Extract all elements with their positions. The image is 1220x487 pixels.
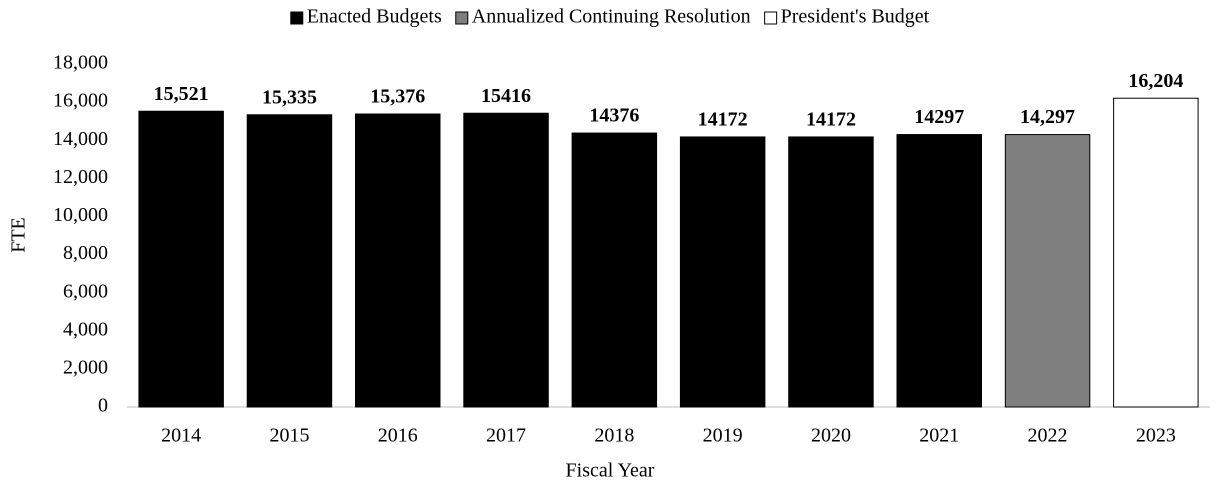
- x-tick-label: 2016: [378, 425, 418, 447]
- bar: [463, 112, 549, 408]
- bar: [246, 114, 333, 408]
- x-tick-label: 2021: [919, 425, 959, 447]
- legend-swatch: [764, 11, 778, 25]
- y-tick-label: 2,000: [63, 356, 108, 378]
- x-axis-title: Fiscal Year: [566, 460, 655, 482]
- legend-label: Enacted Budgets: [307, 6, 442, 28]
- y-tick-label: 4,000: [63, 318, 108, 340]
- value-label: 15,335: [262, 86, 317, 108]
- bar: [679, 136, 766, 408]
- legend-label: President's Budget: [781, 6, 930, 28]
- x-tick-label: 2019: [703, 425, 743, 447]
- y-tick-label: 18,000: [53, 52, 108, 74]
- value-label: 14,297: [1020, 106, 1075, 128]
- y-tick-label: 10,000: [53, 204, 108, 226]
- value-label: 14172: [698, 109, 748, 131]
- legend-label: Annualized Continuing Resolution: [472, 6, 751, 28]
- x-tick-label: 2022: [1028, 425, 1068, 447]
- y-tick-label: 6,000: [63, 280, 108, 302]
- value-label: 14297: [914, 106, 964, 128]
- value-label: 14172: [806, 109, 856, 131]
- x-tick-label: 2017: [486, 425, 526, 447]
- value-label: 15,376: [370, 86, 425, 108]
- y-tick-label: 12,000: [53, 166, 108, 188]
- legend-swatch: [455, 11, 469, 25]
- x-tick-label: 2018: [594, 425, 634, 447]
- bar: [355, 113, 441, 408]
- bar: [138, 110, 224, 408]
- bar: [1004, 134, 1091, 408]
- y-tick-label: 0: [98, 395, 108, 417]
- value-label: 15,521: [154, 83, 209, 105]
- y-axis-title: FTE: [8, 217, 30, 253]
- y-tick-label: 14,000: [53, 128, 108, 150]
- legend-swatch: [290, 11, 304, 25]
- bar: [788, 136, 874, 408]
- x-tick-label: 2020: [811, 425, 851, 447]
- y-tick-label: 16,000: [53, 90, 108, 112]
- bar: [571, 132, 658, 408]
- bar: [1113, 97, 1199, 408]
- bar: [896, 134, 982, 408]
- value-label: 14376: [589, 105, 639, 127]
- y-tick-label: 8,000: [63, 242, 108, 264]
- value-label: 15416: [481, 85, 531, 107]
- x-tick-label: 2023: [1136, 425, 1176, 447]
- x-tick-label: 2015: [269, 425, 309, 447]
- value-label: 16,204: [1128, 70, 1183, 92]
- x-tick-label: 2014: [161, 425, 201, 447]
